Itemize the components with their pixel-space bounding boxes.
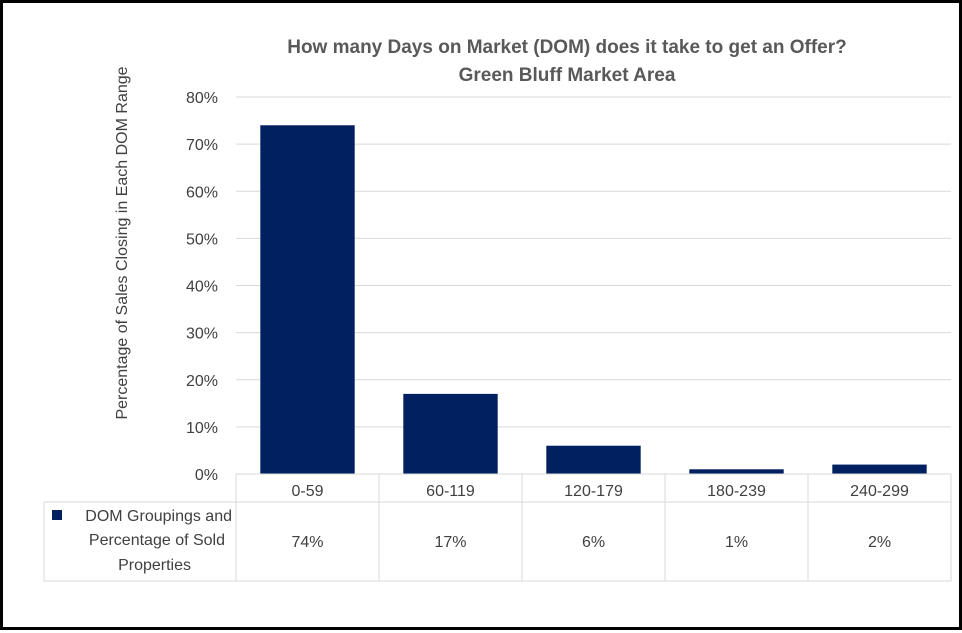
data-label: 6% bbox=[582, 534, 605, 551]
y-tick-label: 0% bbox=[195, 467, 218, 484]
chart-title: How many Days on Market (DOM) does it ta… bbox=[287, 37, 847, 58]
y-tick-label: 80% bbox=[186, 90, 218, 107]
gridlines bbox=[236, 96, 951, 428]
y-tick-label: 50% bbox=[186, 231, 218, 248]
bar bbox=[403, 393, 498, 474]
bar-chart: How many Days on Market (DOM) does it ta… bbox=[43, 37, 952, 582]
bar bbox=[689, 469, 784, 474]
y-tick-label: 40% bbox=[186, 279, 218, 296]
series-name: DOM Groupings and Percentage of Sold Prope… bbox=[85, 508, 232, 574]
y-tick-label: 10% bbox=[186, 420, 218, 437]
data-table: 0-59 60-119 120-179 180-239 240-299 74% 17% 6% 1… bbox=[43, 473, 952, 582]
category-label: 120-179 bbox=[564, 483, 623, 500]
y-axis-ticks: 0% 10% 20% 30% 40% 50% 60% 70% 80% bbox=[186, 90, 218, 484]
category-label: 180-239 bbox=[707, 483, 766, 500]
y-axis-label: Percentage of Sales Closing in Each DOM … bbox=[114, 66, 131, 419]
data-label: 74% bbox=[291, 534, 323, 551]
legend-key bbox=[52, 510, 62, 520]
bars bbox=[260, 125, 927, 475]
bar bbox=[546, 445, 641, 474]
y-tick-label: 30% bbox=[186, 326, 218, 343]
bar bbox=[260, 125, 355, 475]
category-label: 240-299 bbox=[850, 483, 909, 500]
bar bbox=[832, 464, 927, 474]
category-label: 0-59 bbox=[291, 483, 323, 500]
data-label: 1% bbox=[725, 534, 748, 551]
y-tick-label: 20% bbox=[186, 373, 218, 390]
data-label: 17% bbox=[434, 534, 466, 551]
y-tick-label: 60% bbox=[186, 184, 218, 201]
chart-subtitle: Green Bluff Market Area bbox=[459, 65, 676, 86]
y-tick-label: 70% bbox=[186, 137, 218, 154]
category-label: 60-119 bbox=[426, 483, 475, 500]
data-label: 2% bbox=[868, 534, 891, 551]
